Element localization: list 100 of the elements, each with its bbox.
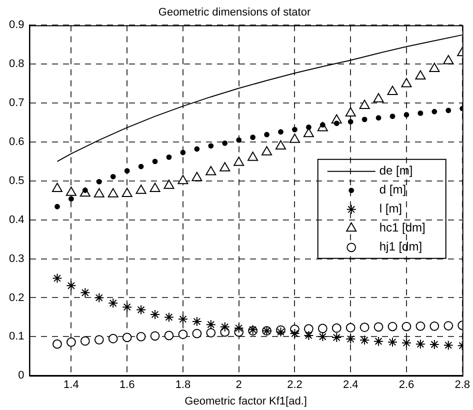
point [306,124,312,130]
point [96,179,102,184]
point [68,196,74,202]
point [446,108,452,114]
point [289,134,300,143]
point [152,158,158,164]
x-tick-label: 1.6 [119,379,135,392]
y-tick-label: 0.2 [8,292,24,304]
point [178,174,188,184]
point [122,188,132,198]
point [278,129,284,135]
point [388,337,398,348]
point [66,337,76,347]
point [122,302,132,312]
y-tick-label: 0 [18,370,24,382]
point [54,204,60,210]
point [332,332,342,342]
point [415,339,426,350]
y-tick-label: 0.4 [8,214,24,226]
point [192,172,202,182]
point [318,332,328,342]
x-tick-label: 2.4 [342,379,358,392]
point [262,146,272,156]
point [346,334,356,344]
point [192,316,202,326]
point [234,156,244,166]
point [374,336,384,346]
point [178,314,188,324]
point [136,184,146,194]
point [374,322,384,332]
point [136,332,146,342]
point [275,140,286,150]
point [292,126,298,132]
point [362,116,368,122]
point [404,112,410,118]
x-tick-label: 2.6 [398,379,414,392]
x-tick-label: 1.4 [64,379,79,392]
point [444,321,454,330]
point [66,186,76,196]
point [150,182,160,192]
legend-label: l [m] [379,202,402,216]
legend-label: hc1 [dm] [379,220,426,235]
point [80,336,90,346]
point [94,188,104,198]
point [192,328,202,338]
point [376,115,382,121]
point [136,304,146,315]
point [180,150,186,156]
point [220,322,230,332]
point [194,146,200,152]
point [178,330,188,340]
point [206,328,216,338]
point [401,338,412,348]
point [164,180,174,189]
point [94,335,104,344]
point [52,339,62,349]
point [429,62,440,72]
y-tick-label: 0.7 [8,97,24,110]
point [373,93,384,102]
point [66,280,76,291]
point [250,134,256,140]
x-tick-label: 2.8 [454,379,470,392]
point [124,168,130,174]
point [290,328,300,339]
point [166,154,172,160]
point [206,166,216,176]
point [390,114,396,120]
y-tick-label: 0.9 [8,19,24,32]
point [234,323,244,334]
point [220,162,230,172]
point [150,331,160,341]
y-tick-label: 0.8 [8,58,24,70]
point [264,132,270,138]
point [360,335,370,346]
point [346,323,356,332]
point [304,330,314,340]
point [429,339,440,350]
x-tick-label: 1.8 [175,379,191,392]
point [206,320,216,330]
point [150,309,160,320]
point [387,86,398,96]
point [401,78,412,88]
point [236,137,242,143]
point [443,55,454,64]
point [164,312,174,322]
point [443,340,454,350]
point [52,273,62,284]
y-tick-label: 0.1 [8,330,24,343]
point [122,332,132,342]
point [430,321,440,331]
point [416,321,426,331]
x-tick-label: 2 [236,379,242,392]
point [222,140,228,146]
point [248,152,258,161]
point [359,100,370,110]
y-tick-label: 0.3 [8,252,24,265]
legend-label: hj1 [dm] [379,240,422,254]
y-tick-label: 0.6 [8,136,24,148]
y-tick-label: 0.5 [8,174,24,187]
point [345,107,356,116]
